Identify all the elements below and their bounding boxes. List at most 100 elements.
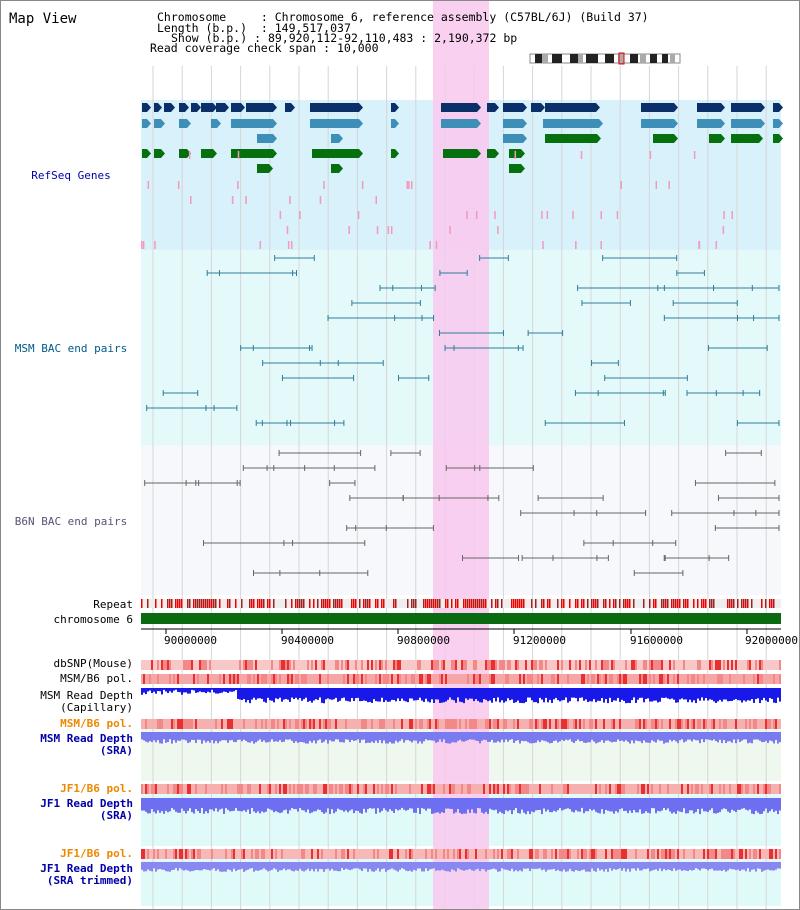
repeat-element	[141, 599, 143, 608]
jf1-b6-pol2-heat-cell	[391, 849, 393, 859]
jf1-trimmed-depth-bar	[709, 862, 711, 870]
msm-sra-depth-bar	[145, 732, 147, 742]
msm-sra-depth-bar	[515, 732, 517, 741]
track-label-jf1-depth-trimmed-1: JF1 Read Depth	[40, 862, 133, 875]
jf1-b6-pol-heat-cell	[457, 784, 459, 794]
track-label-refseq-genes[interactable]: RefSeq Genes	[31, 169, 111, 182]
msm-capillary-depth-bar	[469, 688, 471, 699]
msm-sra-depth-bar	[551, 732, 553, 743]
jf1-trimmed-depth-bar	[559, 862, 561, 872]
jf1-trimmed-depth-bar	[305, 862, 307, 871]
msm-sra-depth-bar	[577, 732, 579, 740]
repeat-element	[649, 599, 651, 608]
msm-sra-depth-bar	[161, 732, 163, 744]
msm-sra-depth-bar	[555, 732, 557, 741]
dbsnp-heat-cell	[259, 660, 261, 670]
msm-sra-depth-bar	[247, 732, 249, 743]
jf1-b6-pol-heat-cell	[761, 784, 763, 794]
jf1-sra-depth-bar	[737, 798, 739, 810]
jf1-sra-depth-bar	[283, 798, 285, 811]
jf1-b6-pol-heat-cell	[777, 784, 779, 794]
repeat-element	[731, 599, 733, 608]
jf1-trimmed-depth-bar	[325, 862, 327, 870]
jf1-b6-pol-heat-cell	[167, 784, 169, 794]
msm-sra-depth-bar	[611, 732, 613, 743]
msm-b6-pol-heat-cell	[197, 674, 199, 684]
msm-b6-pol-heat-cell	[445, 674, 447, 684]
ideogram-position-marker	[618, 52, 625, 65]
msm-b6-pol2-heat-cell	[503, 719, 505, 729]
msm-capillary-depth-bar	[605, 688, 607, 700]
gene-feature	[154, 103, 158, 112]
gene-feature	[216, 103, 225, 112]
msm-sra-depth-bar	[327, 732, 329, 744]
msm-b6-pol-heat-cell	[285, 674, 287, 684]
jf1-b6-pol2-heat-cell	[585, 849, 587, 859]
msm-b6-pol2-heat-cell	[699, 719, 701, 729]
dbsnp-heat-cell	[467, 660, 469, 670]
jf1-trimmed-depth-bar	[691, 862, 693, 871]
track-label-jf1-depth-trimmed-2: (SRA trimmed)	[46, 874, 133, 887]
msm-b6-pol2-heat-cell	[551, 719, 553, 729]
jf1-trimmed-depth-bar	[311, 862, 313, 870]
jf1-b6-pol-heat-cell	[517, 784, 519, 794]
jf1-b6-pol-heat-cell	[317, 784, 319, 794]
jf1-trimmed-depth-bar	[335, 862, 337, 871]
jf1-b6-pol-heat-cell	[575, 784, 577, 794]
jf1-sra-depth-bar	[453, 798, 455, 814]
repeat-element	[587, 599, 589, 608]
gene-arrow	[213, 149, 217, 158]
msm-b6-pol2-heat-cell	[577, 719, 579, 729]
msm-sra-depth-bar	[557, 732, 559, 743]
jf1-b6-pol-heat-cell	[531, 784, 533, 794]
msm-capillary-depth-bar	[527, 688, 529, 698]
jf1-b6-pol-heat-cell	[343, 784, 345, 794]
chromosome-ideogram[interactable]	[530, 54, 680, 64]
msm-b6-pol-heat-cell	[407, 674, 409, 684]
gene-feature	[731, 119, 761, 128]
msm-capillary-depth-bar	[285, 688, 287, 699]
jf1-b6-pol-heat-cell	[539, 784, 541, 794]
jf1-trimmed-depth-bar	[227, 862, 229, 870]
msm-capillary-depth-bar	[703, 688, 705, 701]
jf1-b6-pol2-heat-cell	[175, 849, 177, 859]
msm-b6-pol2-heat-cell	[211, 719, 213, 729]
dbsnp-heat-cell	[339, 660, 341, 670]
dbsnp-heat-cell	[231, 660, 233, 670]
jf1-sra-depth-bar	[411, 798, 413, 809]
dbsnp-heat-cell	[495, 660, 497, 670]
jf1-b6-pol2-heat-cell	[207, 849, 209, 859]
msm-b6-pol-heat-cell	[687, 674, 689, 684]
jf1-b6-pol2-heat-cell	[307, 849, 309, 859]
jf1-trimmed-depth-bar	[387, 862, 389, 871]
jf1-b6-pol-heat-cell	[447, 784, 449, 794]
dbsnp-heat-cell	[153, 660, 155, 670]
msm-b6-pol2-heat-cell	[385, 719, 387, 729]
jf1-trimmed-depth-bar	[663, 862, 665, 869]
msm-b6-pol-heat-cell	[447, 674, 449, 684]
jf1-sra-depth-bar	[667, 798, 669, 809]
msm-sra-depth-bar	[391, 732, 393, 744]
msm-capillary-depth-bar	[701, 688, 703, 698]
track-label-b6n-bac[interactable]: B6N BAC end pairs	[14, 515, 128, 528]
msm-sra-depth-bar	[217, 732, 219, 744]
msm-capillary-depth-bar	[225, 688, 227, 692]
jf1-trimmed-depth-bar	[741, 862, 743, 870]
msm-capillary-depth-bar	[459, 688, 461, 702]
jf1-sra-depth-bar	[645, 798, 647, 812]
msm-sra-depth-bar	[343, 732, 345, 743]
jf1-sra-depth-bar	[475, 798, 477, 814]
msm-capillary-depth-bar	[203, 688, 205, 693]
jf1-sra-depth-bar	[709, 798, 711, 811]
msm-b6-pol2-heat-cell	[595, 719, 597, 729]
msm-capillary-depth-bar	[379, 688, 381, 702]
refseq-minor-feature	[387, 226, 390, 234]
track-label-msm-bac[interactable]: MSM BAC end pairs	[14, 342, 128, 355]
jf1-sra-depth-bar	[765, 798, 767, 809]
jf1-b6-pol-heat-cell	[737, 784, 739, 794]
jf1-sra-depth-bar	[433, 798, 435, 814]
msm-b6-pol-heat-cell	[357, 674, 359, 684]
msm-capillary-depth-bar	[653, 688, 655, 701]
repeat-element	[249, 599, 251, 608]
